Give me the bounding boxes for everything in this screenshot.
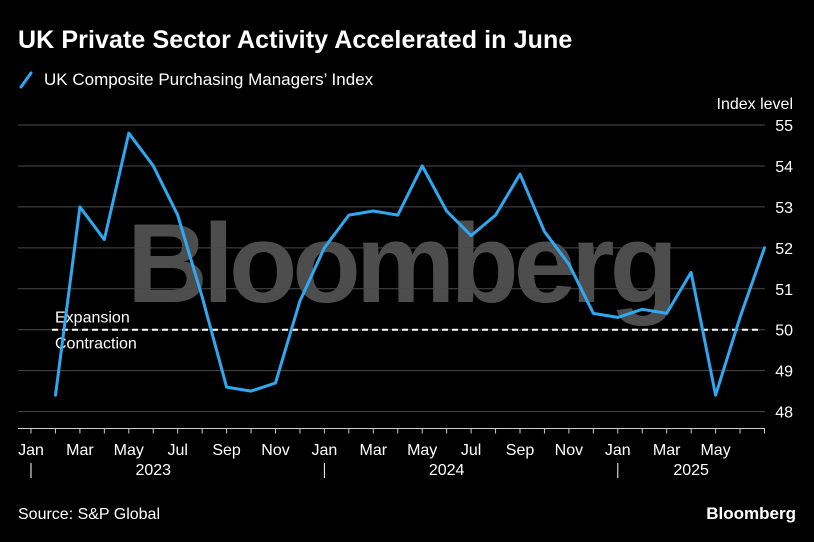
- y-tick-label-48: 48: [775, 405, 793, 422]
- y-tick-label-50: 50: [775, 323, 793, 340]
- year-label-2023: 2023: [135, 462, 171, 479]
- legend-swatch-icon: [19, 71, 33, 89]
- legend: UK Composite Purchasing Managers’ Index: [18, 70, 373, 90]
- bloomberg-watermark: Bloomberg: [127, 201, 673, 326]
- chart-title: UK Private Sector Activity Accelerated i…: [18, 26, 573, 54]
- x-tick-label: Jan: [312, 442, 338, 459]
- y-tick-label-54: 54: [775, 159, 793, 176]
- x-tick-label: Jul: [461, 442, 481, 459]
- x-tick-label: May: [407, 442, 437, 459]
- y-axis-label: Index level: [717, 96, 794, 113]
- x-tick-label: Nov: [261, 442, 289, 459]
- source-note: Source: S&P Global: [18, 506, 161, 523]
- x-tick-label: Jan: [18, 442, 44, 459]
- year-label-2024: 2024: [429, 462, 465, 479]
- x-tick-label: Sep: [212, 442, 241, 459]
- y-tick-label-53: 53: [775, 200, 793, 217]
- x-tick-label: Mar: [360, 442, 388, 459]
- y-tick-label-49: 49: [775, 364, 793, 381]
- x-tick-label: Jul: [167, 442, 187, 459]
- brand-logo: Bloomberg: [706, 504, 796, 523]
- x-tick-label: Mar: [66, 442, 94, 459]
- x-tick-label: Mar: [653, 442, 681, 459]
- x-tick-label: May: [114, 442, 144, 459]
- contraction-label: Contraction: [55, 336, 137, 353]
- year-label-2025: 2025: [673, 462, 709, 479]
- y-tick-label-55: 55: [775, 118, 793, 135]
- x-tick-label: Jan: [605, 442, 631, 459]
- x-tick-label: Nov: [555, 442, 583, 459]
- x-tick-label: Sep: [506, 442, 535, 459]
- x-tick-label: May: [700, 442, 730, 459]
- legend-series-label: UK Composite Purchasing Managers’ Index: [44, 70, 374, 89]
- series-line-0: [54, 131, 766, 397]
- y-tick-label-51: 51: [775, 282, 793, 299]
- expansion-label: Expansion: [55, 310, 130, 327]
- y-tick-label-52: 52: [775, 241, 793, 258]
